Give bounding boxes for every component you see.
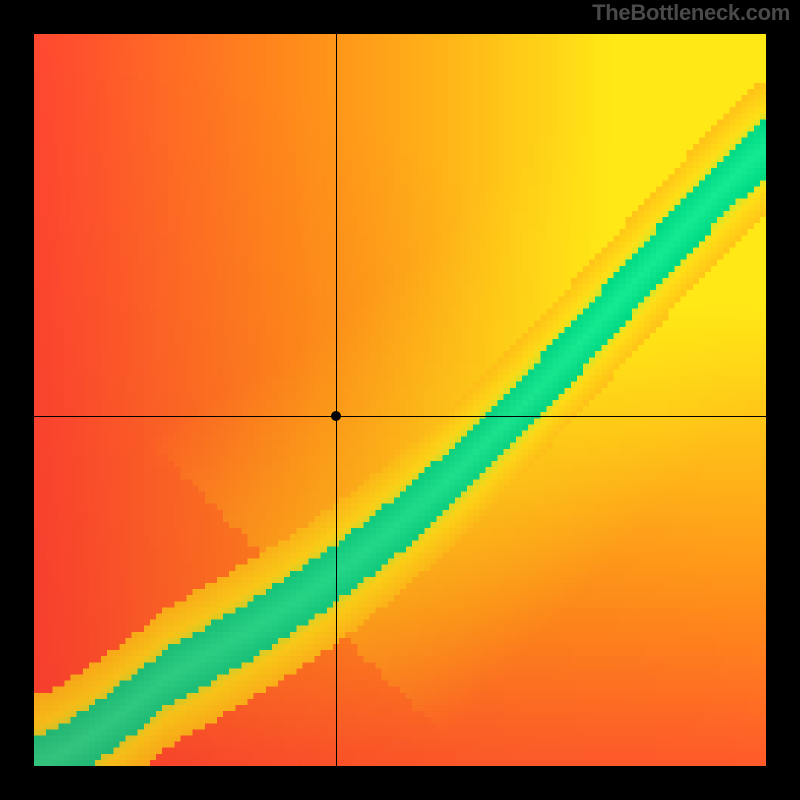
heatmap-canvas bbox=[34, 34, 766, 766]
crosshair-vertical bbox=[336, 34, 337, 766]
chart-frame: TheBottleneck.com bbox=[0, 0, 800, 800]
watermark-text: TheBottleneck.com bbox=[592, 0, 790, 26]
plot-area bbox=[34, 34, 766, 766]
selection-dot bbox=[331, 411, 341, 421]
crosshair-horizontal bbox=[34, 416, 766, 417]
